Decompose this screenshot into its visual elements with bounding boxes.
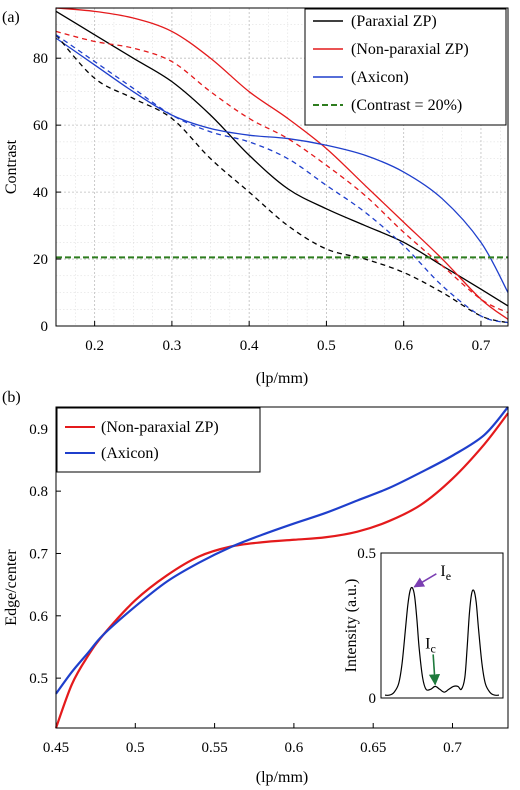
panel-a-y-tick-label: 60: [33, 118, 48, 134]
inset-y-tick-label: 0.5: [357, 546, 376, 562]
panel-b-series-line-1: [55, 406, 509, 695]
panel-a-x-tick-label: 0.4: [240, 338, 259, 354]
panel-a-legend: (Paraxial ZP) (Non-paraxial ZP) (Axicon) (C…: [304, 8, 507, 126]
panel-a-series: [55, 7, 509, 324]
panel-b-x-axis-label: (lp/mm): [256, 769, 308, 786]
inset-intensity-profile: [384, 586, 500, 696]
panel-a: 0.2 0.3 0.4 0.5 0.6 0.7 0 20 40 60 80 (a) (lp/mm)…: [2, 7, 509, 387]
panel-b-x-tick-label: 0.7: [443, 740, 462, 756]
panel-a-frame: [55, 7, 509, 327]
inset-y-tick-label: 0: [369, 691, 377, 707]
panel-a-y-ticks: 0 20 40 60 80: [33, 51, 61, 335]
inset-annotation-arrow-ic: [428, 654, 441, 686]
panel-b-x-tick-label: 0.5: [126, 740, 145, 756]
panel-b-x-tick-label: 0.55: [201, 740, 227, 756]
panel-a-label: (a): [2, 9, 20, 26]
panel-a-series-line-3: [55, 34, 509, 324]
panel-b-y-tick-label: 0.7: [29, 546, 48, 562]
panel-a-y-tick-label: 0: [41, 319, 49, 335]
panel-a-x-tick-label: 0.3: [163, 338, 182, 354]
panel-b-legend: (Non-paraxial ZP) (Axicon): [56, 407, 261, 473]
panel-a-y-tick-label: 20: [33, 252, 48, 268]
panel-b-y-tick-label: 0.5: [29, 671, 48, 687]
panel-a-legend-box: [304, 8, 507, 126]
panel-b-y-tick-label: 0.6: [29, 609, 48, 625]
panel-b-legend-entry: (Non-paraxial ZP): [101, 419, 219, 436]
panel-b-x-tick-label: 0.6: [285, 740, 304, 756]
panel-b-legend-entry: (Axicon): [101, 445, 159, 462]
panel-b-y-axis-label: Edge/center: [3, 549, 20, 626]
panel-b-frame: [55, 406, 509, 729]
panel-a-x-tick-label: 0.7: [472, 338, 491, 354]
panel-a-legend-entry: (Non-paraxial ZP): [351, 41, 469, 58]
panel-a-y-tick-label: 80: [33, 51, 48, 67]
panel-a-legend-entry: (Axicon): [351, 69, 409, 86]
panel-b-y-ticks: 0.5 0.6 0.7 0.8 0.9: [29, 422, 61, 687]
panel-a-series-line-5: [55, 34, 509, 324]
inset-frame: [380, 552, 504, 699]
panel-b-inset: 0 0.5 Intensity (a.u.) Ie Ic: [343, 546, 504, 707]
panel-b-label: (b): [2, 389, 21, 406]
inset-annotation-ic: Ic: [425, 635, 436, 655]
panel-a-x-ticks: 0.2 0.3 0.4 0.5 0.6 0.7: [85, 321, 491, 354]
inset-y-axis-label: Intensity (a.u.): [343, 579, 360, 673]
panel-b-series: [54, 406, 509, 729]
panel-a-x-axis-label: (lp/mm): [256, 370, 308, 387]
panel-b-x-tick-label: 0.65: [360, 740, 386, 756]
panel-b-legend-box: [56, 407, 261, 473]
panel-a-legend-entry: (Contrast = 20%): [351, 97, 462, 114]
panel-a-x-tick-label: 0.6: [394, 338, 413, 354]
panel-a-legend-entry: (Paraxial ZP): [351, 13, 437, 30]
panel-a-x-tick-label: 0.2: [85, 338, 104, 354]
panel-b-y-tick-label: 0.9: [29, 422, 48, 438]
panel-a-x-tick-label: 0.5: [317, 338, 336, 354]
panel-a-series-line-2: [55, 37, 509, 293]
panel-b-y-tick-label: 0.8: [29, 484, 48, 500]
panel-b: 0.45 0.5 0.55 0.6 0.65 0.7 0.5 0.6 0.7 0.8 0.9 (b…: [2, 389, 509, 786]
panel-a-y-axis-label: Contrast: [3, 139, 20, 194]
inset-annotation-ie: Ie: [440, 563, 451, 583]
panel-a-series-line-4: [55, 30, 509, 314]
panel-b-x-ticks: 0.45 0.5 0.55 0.6 0.65 0.7: [43, 723, 462, 756]
inset-annotation-arrow-ie: [413, 573, 437, 588]
panel-b-x-tick-label: 0.45: [43, 740, 69, 756]
panel-a-series-line-1: [55, 7, 509, 320]
panel-a-y-tick-label: 40: [33, 185, 48, 201]
